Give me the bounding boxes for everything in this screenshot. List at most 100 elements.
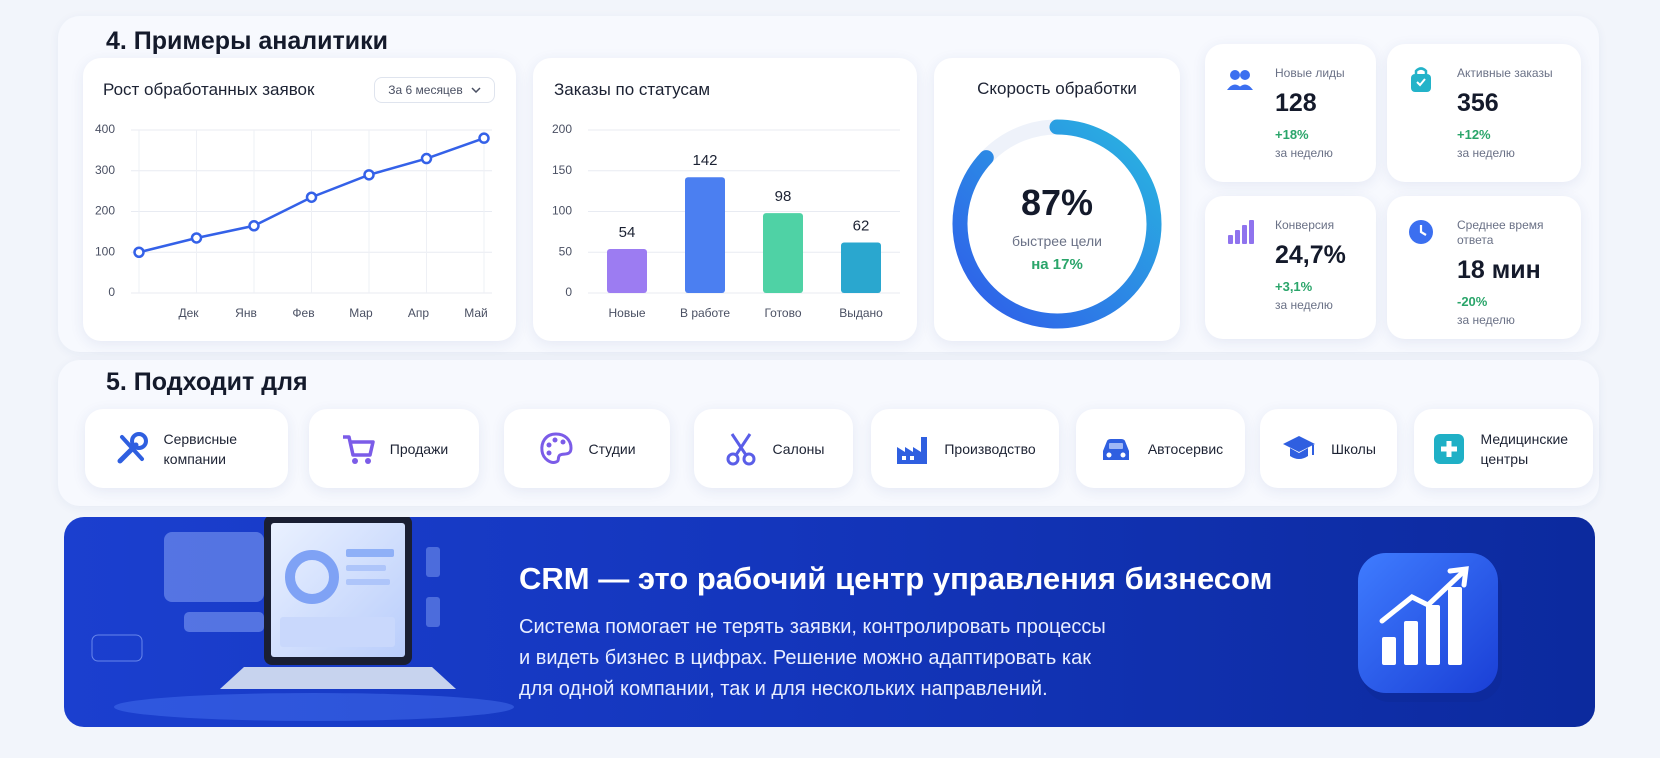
item-icon (726, 432, 756, 465)
kpi-icon (1227, 70, 1253, 90)
item-label: Студии (588, 440, 636, 457)
kpi-icon (1228, 220, 1254, 244)
kpi-card: Конверсия 24,7% +3,1% за неделю (1205, 196, 1376, 339)
bar (607, 248, 647, 293)
x-tick-label: Мар (349, 306, 373, 320)
kpi-label: Новые лиды (1275, 66, 1345, 80)
y-tick-label: 300 (95, 163, 115, 177)
banner-line: Система помогает не терять заявки, контр… (519, 616, 1106, 638)
kpi-value: 356 (1457, 89, 1499, 117)
item-icon (540, 431, 573, 464)
point (420, 152, 433, 165)
point (190, 232, 203, 244)
kpi-value: 24,7% (1275, 241, 1346, 269)
banner-line: и видеть бизнес в цифрах. Решение можно … (519, 647, 1091, 669)
item-card: Школы (1260, 409, 1397, 488)
point (133, 246, 145, 258)
gauge-chart (952, 119, 1162, 329)
x-tick-label: Новые (608, 306, 645, 320)
y-tick-label: 100 (95, 244, 115, 258)
kpi-text: Активные заказы 356 +12% за неделю (1457, 66, 1571, 160)
banner-text: Система помогает не терять заявки, контр… (519, 612, 1106, 705)
item-label: Производство (944, 440, 1036, 457)
gauge-arc (952, 119, 1162, 329)
item-label: Продажи (389, 440, 449, 457)
kpi-change: -20% (1457, 294, 1488, 309)
kpi-value: 128 (1275, 89, 1317, 117)
x-tick-label: Май (464, 306, 488, 320)
section-title: 4. Примеры аналитики (106, 27, 389, 55)
value-label: 54 (619, 224, 636, 241)
kpi-card: Активные заказы 356 +12% за неделю (1387, 44, 1581, 182)
point (248, 220, 260, 232)
kpi-card: Новые лиды 128 +18% за неделю (1205, 44, 1376, 182)
y-tick-label: 0 (565, 285, 572, 299)
item-label: Медицинские центры (1480, 430, 1569, 467)
kpi-change: +18% (1275, 127, 1309, 142)
x-tick-label: Янв (235, 306, 257, 320)
item-icon (897, 436, 928, 464)
bar (841, 242, 881, 293)
y-tick-label: 100 (552, 204, 572, 218)
kpi-period: за неделю (1275, 298, 1333, 312)
kpi-period: за неделю (1457, 146, 1515, 160)
item-card: Медицинские центры (1414, 409, 1593, 488)
kpi-period: за неделю (1275, 146, 1333, 160)
chevron (471, 87, 481, 93)
item-icon (1433, 433, 1464, 464)
gauge-card: Скорость обработки 87% быстрее цели на 1… (934, 58, 1180, 341)
point (305, 191, 318, 203)
y-tick-label: 200 (552, 122, 572, 136)
item-label: Салоны (772, 440, 825, 457)
banner-art (91, 517, 1502, 721)
kpi-change: +12% (1457, 127, 1491, 142)
period-label: За 6 месяцев (388, 83, 463, 97)
item-card: Производство (871, 409, 1059, 488)
y-tick-label: 50 (559, 244, 573, 258)
gauge-annotation: на 17% (1031, 256, 1083, 273)
bar (763, 213, 803, 293)
y-tick-label: 200 (95, 204, 115, 218)
value-label: 142 (692, 152, 717, 169)
chart-title: Рост обработанных заявок (103, 80, 315, 99)
item-label: Сервисные компании (163, 430, 238, 467)
x-tick-label: Фев (292, 306, 314, 320)
item-icon (1283, 435, 1316, 459)
value-label: 62 (853, 217, 870, 234)
banner: CRM — это рабочий центр управления бизне… (64, 517, 1595, 727)
item-card: Продажи (309, 409, 479, 488)
kpi-value: 18 мин (1457, 256, 1541, 284)
point (478, 132, 490, 144)
item-icon (1102, 438, 1129, 460)
chart-title: Заказы по статусам (554, 80, 711, 99)
x-tick-label: В работе (680, 306, 730, 320)
item-card: Студии (504, 409, 670, 488)
x-tick-label: Апр (408, 306, 430, 320)
kpi-label: Среднее время ответа (1457, 218, 1544, 247)
gauge-value: 87% (1020, 182, 1094, 223)
gauge-subtitle: быстрее цели (1012, 233, 1102, 249)
kpi-text: Конверсия 24,7% +3,1% за неделю (1275, 218, 1366, 312)
y-tick-label: 150 (552, 163, 572, 177)
item-icon (117, 431, 148, 463)
kpi-label: Конверсия (1275, 218, 1335, 232)
point (363, 169, 375, 181)
x-tick-label: Дек (178, 306, 199, 320)
item-label: Автосервис (1147, 440, 1224, 457)
item-card: Сервисные компании (85, 409, 288, 488)
y-tick-label: 400 (95, 122, 115, 136)
banner-line: для одной компании, так и для нескольких… (519, 678, 1048, 700)
bar-chart: 0 50 100 150 200 54 Новые 142 В работе 98 Готово 62… (552, 122, 900, 320)
kpi-text: Новые лиды 128 +18% за неделю (1275, 66, 1366, 160)
kpi-icon (1411, 67, 1431, 92)
x-tick-label: Готово (764, 306, 801, 320)
banner-title: CRM — это рабочий центр управления бизне… (519, 561, 1273, 596)
kpi-card: Среднее время ответа 18 мин -20% за неделю (1387, 196, 1581, 339)
line-card: Рост обработанных заявок За 6 месяцев 0 1… (83, 58, 516, 341)
kpi-label: Активные заказы (1457, 66, 1553, 80)
item-card: Автосервис (1076, 409, 1245, 488)
kpi-text: Среднее время ответа 18 мин -20% за неделю (1457, 218, 1571, 327)
period-select[interactable]: За 6 месяцев (374, 77, 495, 103)
x-tick-label: Выдано (839, 306, 883, 320)
